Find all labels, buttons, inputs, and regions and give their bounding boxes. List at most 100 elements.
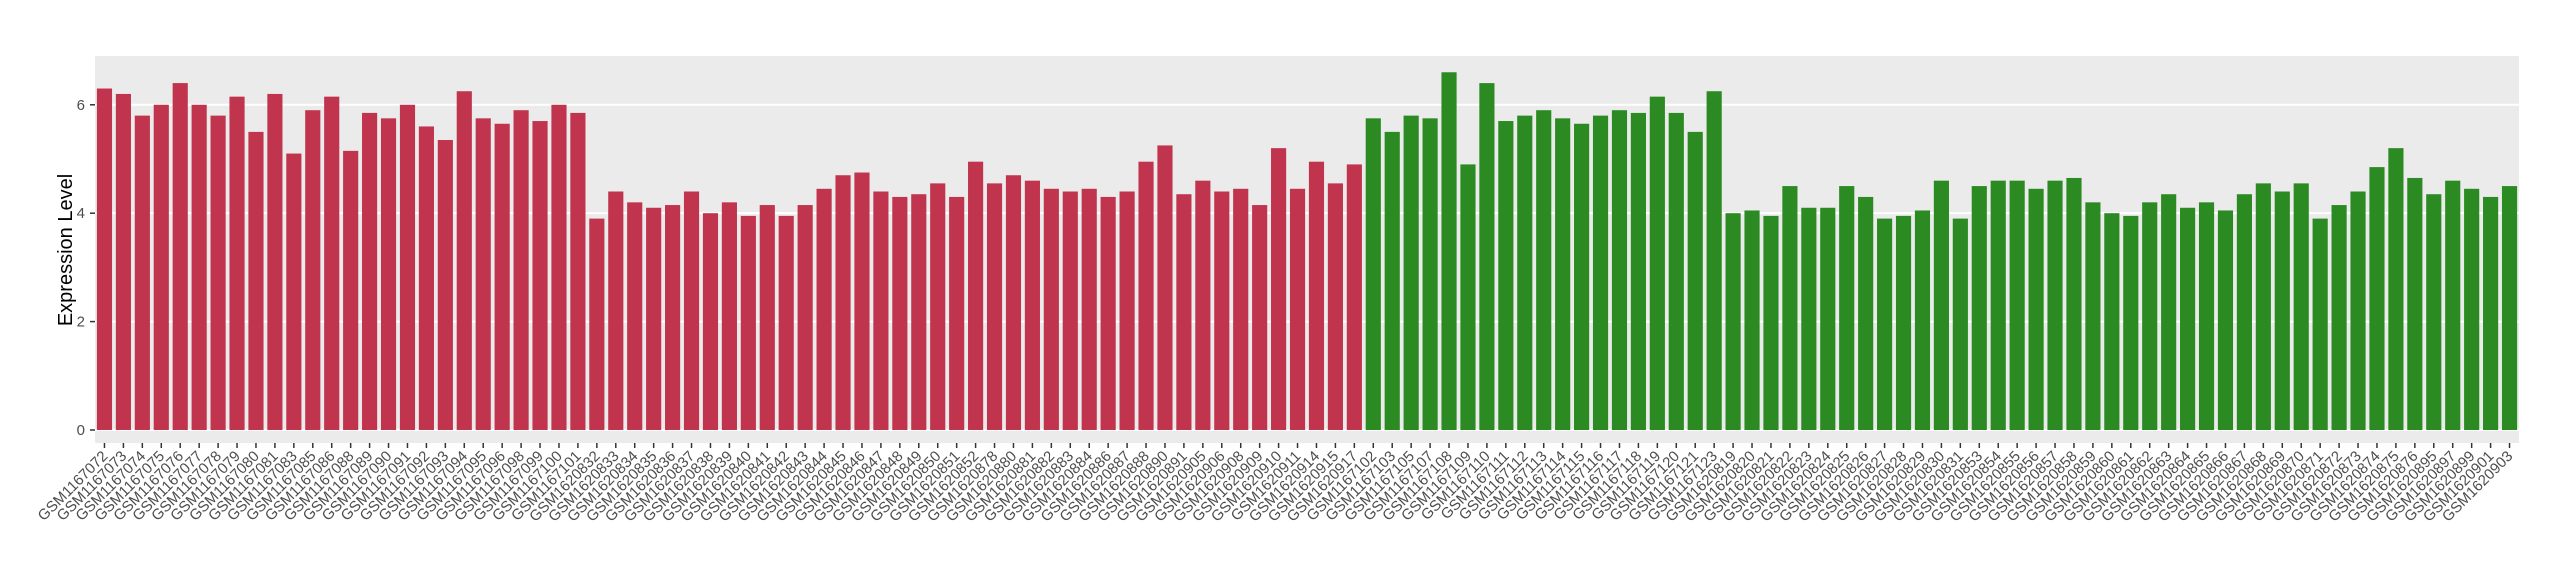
bar bbox=[968, 161, 984, 430]
bar bbox=[1933, 180, 1949, 430]
bar bbox=[343, 150, 359, 430]
bar bbox=[1801, 207, 1817, 430]
bar bbox=[210, 115, 226, 430]
bar bbox=[2123, 215, 2139, 430]
bar bbox=[1441, 72, 1457, 430]
bar bbox=[627, 202, 643, 430]
bar bbox=[1233, 188, 1249, 430]
bar bbox=[2445, 180, 2461, 430]
bar bbox=[2293, 183, 2309, 430]
bar bbox=[1403, 115, 1419, 430]
bar bbox=[2255, 183, 2271, 430]
bar bbox=[930, 183, 946, 430]
bar bbox=[740, 215, 756, 430]
bar bbox=[2047, 180, 2063, 430]
bar bbox=[1119, 191, 1135, 430]
bar bbox=[418, 126, 434, 430]
bar bbox=[1649, 96, 1665, 430]
bar bbox=[892, 196, 908, 430]
bar bbox=[1460, 164, 1476, 430]
bar bbox=[153, 104, 169, 430]
bar bbox=[683, 191, 700, 430]
bar bbox=[1687, 131, 1703, 430]
bar bbox=[1479, 83, 1495, 430]
bar bbox=[608, 191, 624, 430]
bar bbox=[1289, 188, 1306, 430]
bar bbox=[1422, 118, 1438, 430]
y-tick-label: 6 bbox=[77, 97, 85, 114]
bar bbox=[665, 205, 681, 430]
bar bbox=[2369, 167, 2385, 430]
bar bbox=[324, 96, 340, 430]
bar bbox=[1536, 110, 1552, 430]
bar bbox=[134, 115, 150, 430]
y-tick-label: 2 bbox=[77, 314, 85, 331]
bar bbox=[191, 104, 207, 430]
bar bbox=[1971, 186, 1987, 430]
bar bbox=[1517, 115, 1533, 430]
bar bbox=[1176, 194, 1192, 430]
bar bbox=[1611, 110, 1628, 430]
y-axis-label: Expression Level bbox=[55, 174, 77, 326]
bar bbox=[721, 202, 737, 430]
bar bbox=[456, 91, 472, 430]
bar bbox=[2312, 218, 2328, 430]
bar bbox=[2028, 188, 2044, 430]
bar bbox=[267, 93, 283, 430]
bar bbox=[2274, 191, 2290, 430]
bar bbox=[248, 131, 264, 430]
bar bbox=[1384, 131, 1400, 430]
bar bbox=[2331, 205, 2347, 430]
bar bbox=[1744, 210, 1760, 430]
bar bbox=[835, 175, 851, 430]
bar bbox=[646, 207, 662, 430]
bar bbox=[816, 188, 832, 430]
bar bbox=[305, 110, 321, 430]
bar bbox=[115, 93, 131, 430]
bar bbox=[2464, 188, 2480, 430]
bar bbox=[1043, 188, 1059, 430]
bar bbox=[1763, 215, 1779, 430]
bar bbox=[437, 140, 453, 430]
bar bbox=[1782, 186, 1798, 430]
bar bbox=[2198, 202, 2215, 430]
bar bbox=[1706, 91, 1722, 430]
bar bbox=[362, 112, 378, 430]
bar bbox=[1592, 115, 1609, 430]
bar bbox=[513, 110, 529, 430]
bar bbox=[2483, 196, 2499, 430]
bar bbox=[1725, 213, 1741, 430]
bar bbox=[1308, 161, 1325, 430]
bar bbox=[1138, 161, 1154, 430]
bar bbox=[1668, 112, 1684, 430]
bar bbox=[551, 104, 567, 430]
bar bbox=[1952, 218, 1968, 430]
bar bbox=[797, 205, 813, 430]
bar bbox=[949, 196, 965, 430]
bar bbox=[2104, 213, 2120, 430]
bar bbox=[475, 118, 491, 430]
bar bbox=[2009, 180, 2025, 430]
bar bbox=[570, 112, 586, 430]
bar bbox=[286, 153, 302, 430]
y-tick-label: 0 bbox=[77, 422, 85, 439]
bar bbox=[1574, 123, 1590, 430]
bar bbox=[1214, 191, 1230, 430]
bar bbox=[1820, 207, 1836, 430]
bar bbox=[1630, 112, 1646, 430]
bar bbox=[1877, 218, 1893, 430]
bar bbox=[1327, 183, 1343, 430]
bar bbox=[2161, 194, 2177, 430]
bar bbox=[1346, 164, 1362, 430]
bar bbox=[589, 218, 605, 430]
bar bbox=[873, 191, 889, 430]
bar bbox=[2407, 177, 2423, 430]
bar bbox=[1062, 191, 1078, 430]
bar bbox=[2085, 202, 2101, 430]
bar bbox=[702, 213, 719, 430]
bar bbox=[229, 96, 245, 430]
bar bbox=[2236, 194, 2252, 430]
bar bbox=[2388, 148, 2404, 430]
bar bbox=[2501, 186, 2518, 430]
